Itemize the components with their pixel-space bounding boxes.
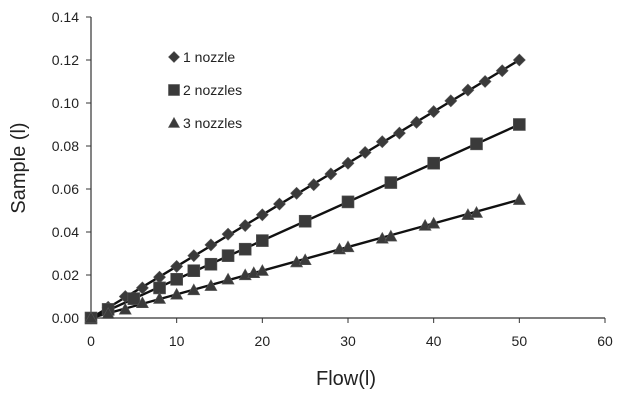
point-series-1	[495, 64, 509, 78]
y-tick-label: 0.04	[52, 224, 79, 240]
point-series-3	[170, 287, 184, 300]
point-series-3	[118, 302, 132, 315]
legend: 1 nozzle 2 nozzles 3 nozzles	[167, 49, 242, 131]
point-series-1	[427, 105, 441, 119]
point-series-2	[298, 214, 312, 228]
point-series-1	[341, 156, 355, 170]
x-axis-title: Flow(l)	[316, 368, 376, 390]
y-tick-label: 0.10	[52, 95, 79, 111]
y-tick-label: 0.12	[52, 52, 79, 68]
point-series-1	[324, 167, 338, 181]
y-tick-label: 0.14	[52, 9, 79, 25]
point-series-1	[410, 115, 423, 129]
point-series-3	[101, 307, 115, 319]
y-tick-label: 0.06	[52, 181, 79, 197]
point-series-3	[298, 253, 312, 266]
point-series-3	[512, 193, 526, 205]
point-series-3	[84, 311, 98, 324]
point-series-1	[358, 146, 372, 159]
point-series-3	[469, 206, 484, 218]
point-series-3	[187, 283, 201, 296]
point-series-1	[375, 135, 389, 149]
point-series-2	[221, 249, 235, 262]
x-tick-label: 50	[512, 333, 528, 349]
point-series-3	[384, 229, 398, 242]
point-series-1	[255, 208, 269, 222]
data-points	[84, 53, 526, 325]
point-series-1	[170, 259, 184, 273]
legend-label-3: 3 nozzles	[183, 115, 242, 131]
point-series-1	[290, 186, 304, 200]
point-series-2	[341, 195, 355, 209]
y-tick-label: 0.08	[52, 138, 79, 154]
point-series-1	[512, 53, 526, 67]
x-tick-label: 0	[87, 333, 95, 349]
point-series-1	[478, 75, 492, 88]
point-series-2	[204, 257, 218, 271]
point-series-2	[187, 264, 201, 278]
point-series-1	[392, 126, 406, 140]
x-tick-label: 30	[340, 333, 356, 349]
point-series-1	[307, 178, 321, 192]
trendlines	[90, 58, 520, 320]
point-series-2	[127, 292, 141, 305]
x-tick-label: 10	[169, 333, 185, 349]
legend-marker-2	[168, 84, 180, 96]
legend-label-1: 1 nozzle	[183, 49, 235, 65]
trendline-series-1	[90, 58, 520, 320]
point-series-1	[238, 219, 252, 232]
point-series-3	[427, 216, 441, 229]
point-series-1	[273, 197, 286, 211]
y-axis-title: Sample (l)	[8, 122, 30, 213]
point-series-1	[135, 281, 149, 295]
point-series-1	[221, 227, 235, 241]
point-series-3	[204, 279, 218, 291]
point-series-2	[384, 176, 398, 189]
point-series-2	[470, 137, 483, 151]
legend-marker-3	[167, 116, 181, 128]
point-series-3	[341, 240, 355, 253]
axes: 0.00 0.02 0.04 0.06 0.08 0.10 0.12 0.14 0 10 20 30 4…	[52, 9, 613, 349]
point-series-2	[170, 272, 183, 286]
point-series-1	[187, 249, 201, 263]
point-series-3	[135, 296, 149, 309]
point-series-2	[427, 156, 440, 170]
point-series-3	[255, 264, 269, 276]
point-series-1	[461, 83, 475, 97]
point-series-2	[238, 242, 252, 256]
x-tick-label: 40	[426, 333, 442, 349]
point-series-2	[513, 118, 526, 131]
point-series-1	[444, 94, 458, 108]
point-series-2	[256, 234, 269, 247]
point-series-3	[153, 292, 167, 304]
x-tick-label: 20	[255, 333, 271, 349]
y-tick-label: 0.00	[52, 310, 79, 326]
point-series-1	[204, 238, 218, 252]
x-tick-label: 60	[597, 333, 613, 349]
legend-marker-1	[168, 51, 180, 63]
y-tick-label: 0.02	[52, 267, 79, 283]
point-series-3	[221, 272, 235, 285]
legend-label-2: 2 nozzles	[183, 82, 242, 98]
